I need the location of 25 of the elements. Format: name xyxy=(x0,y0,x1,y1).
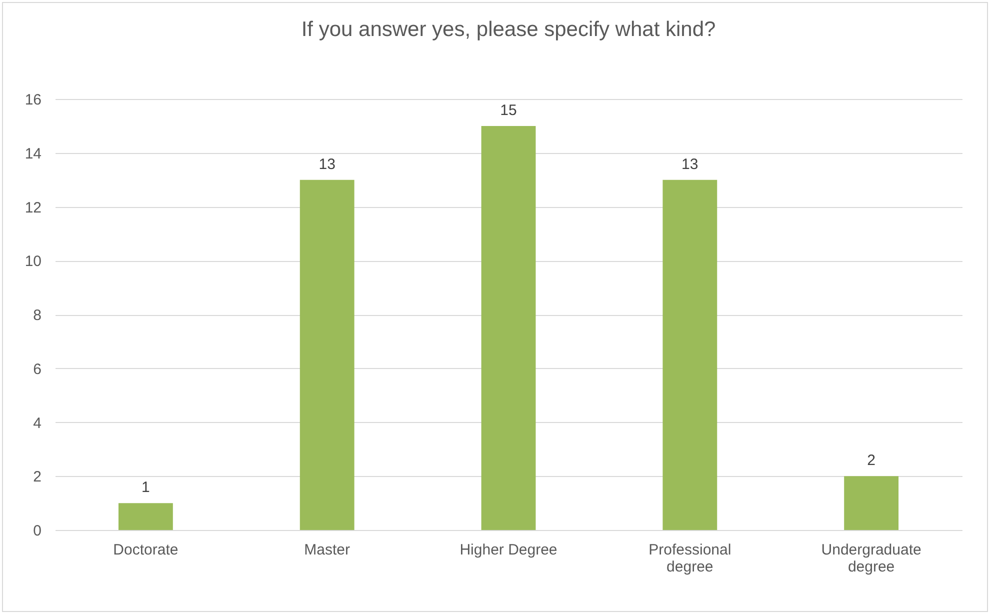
x-tick-label: Master xyxy=(304,542,350,558)
y-tick-label: 0 xyxy=(33,522,42,540)
chart-title: If you answer yes, please specify what kind? xyxy=(301,18,716,41)
y-tick-label: 14 xyxy=(24,145,42,162)
data-label: 15 xyxy=(500,102,517,119)
data-label: 13 xyxy=(682,156,698,173)
bar xyxy=(662,180,718,530)
x-tick-label: Higher Degree xyxy=(460,542,558,558)
y-tick-label: 8 xyxy=(33,307,42,324)
y-tick-label: 6 xyxy=(33,360,42,378)
bar xyxy=(481,126,536,530)
data-label: 1 xyxy=(142,479,150,496)
bar xyxy=(118,503,173,530)
data-label: 2 xyxy=(867,452,876,470)
bar xyxy=(300,180,354,530)
x-tick-label: Undergraduate degree xyxy=(821,542,922,576)
bar xyxy=(844,476,899,530)
y-tick-label: 4 xyxy=(33,414,42,432)
y-tick-label: 2 xyxy=(33,468,42,486)
y-tick-label: 16 xyxy=(24,92,42,108)
y-tick-label: 10 xyxy=(24,253,42,270)
x-tick-label: Doctorate xyxy=(113,542,178,558)
data-label: 13 xyxy=(318,156,336,173)
x-tick-label: Professional degree xyxy=(648,542,732,576)
y-tick-label: 12 xyxy=(24,199,42,216)
